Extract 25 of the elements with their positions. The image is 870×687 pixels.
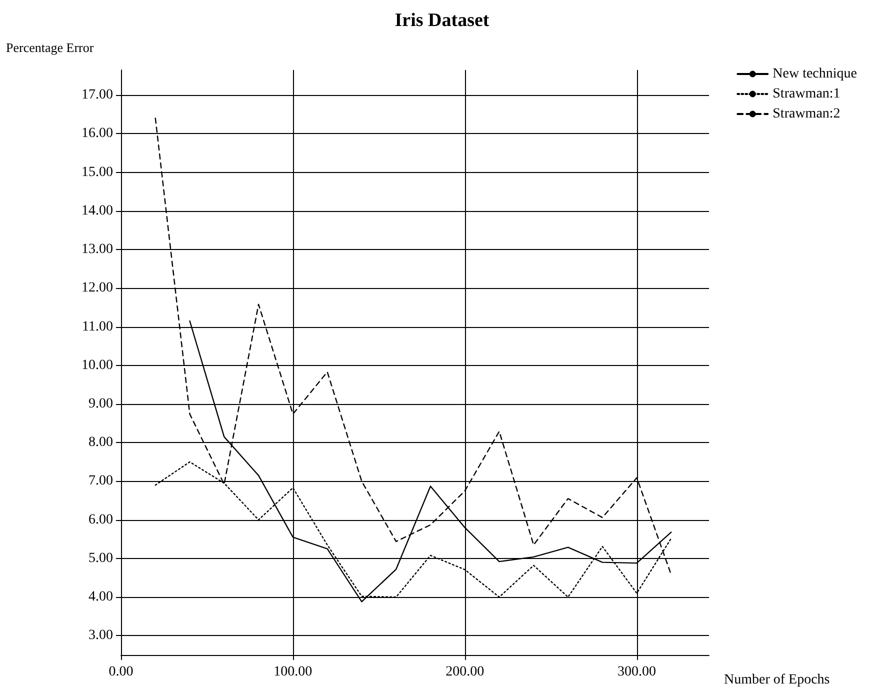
y-tick-label: 5.00: [88, 550, 113, 566]
y-tick-label: 3.00: [88, 628, 113, 644]
y-tick-label: 14.00: [82, 203, 113, 218]
y-tick-label: 12.00: [82, 280, 113, 296]
y-tick-label: 17.00: [82, 88, 113, 103]
y-tick-label: 9.00: [88, 396, 113, 412]
x-tick-label: 100.00: [274, 664, 312, 680]
legend-label: New technique: [772, 66, 858, 82]
x-tick-label: 0.00: [108, 664, 134, 680]
y-tick-label: 13.00: [82, 242, 113, 258]
legend-label: Strawman:2: [772, 106, 840, 122]
y-tick-label: 10.00: [82, 358, 113, 373]
chart-title: Iris Dataset: [394, 10, 490, 31]
y-tick-label: 16.00: [82, 126, 113, 142]
x-tick-label: 300.00: [618, 664, 656, 680]
y-tick-label: 4.00: [88, 590, 113, 605]
y-tick-label: 8.00: [88, 435, 113, 450]
y-axis-title: Percentage Error: [6, 40, 94, 55]
y-tick-label: 6.00: [88, 512, 113, 528]
x-tick-label: 200.00: [446, 664, 484, 680]
y-tick-label: 7.00: [88, 474, 113, 489]
y-tick-label: 11.00: [82, 319, 113, 334]
x-axis-title: Number of Epochs: [724, 672, 830, 687]
y-tick-label: 15.00: [82, 164, 113, 180]
legend-label: Strawman:1: [772, 86, 840, 102]
